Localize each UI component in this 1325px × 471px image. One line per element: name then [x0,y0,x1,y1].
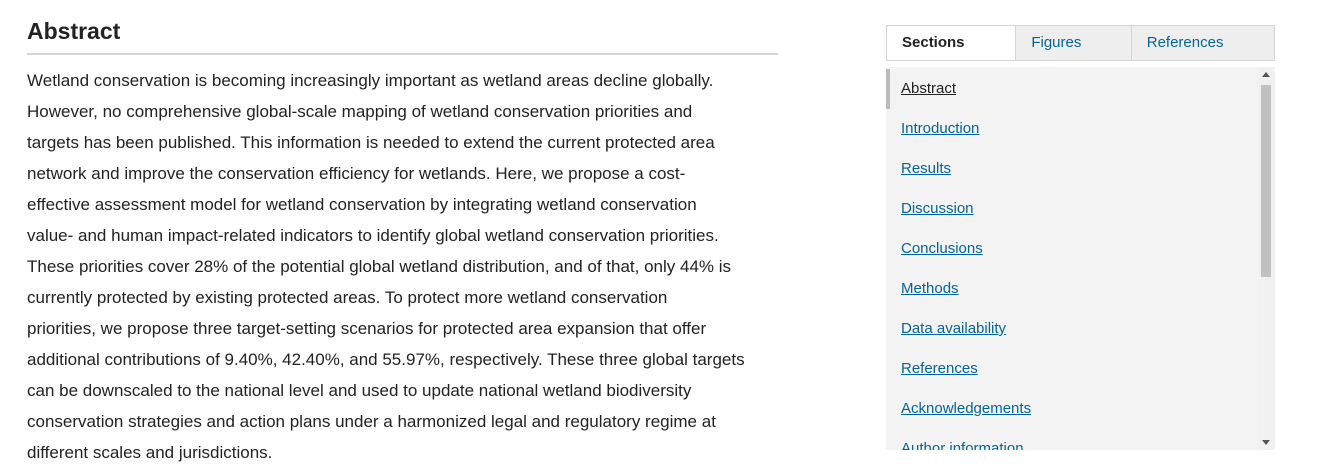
sidebar: Sections Figures References Abstract Introd… [886,25,1275,450]
section-link[interactable]: Introduction [901,120,980,137]
section-link[interactable]: Results [901,160,952,177]
abstract-line: These priorities cover 28% of the potent… [27,257,732,276]
section-link[interactable]: Data availability [901,320,1007,337]
abstract-line: additional contributions of 9.40%, 42.40… [27,350,745,369]
section-link[interactable]: Acknowledgements [901,400,1032,417]
section-link[interactable]: References [901,360,978,377]
section-link[interactable]: Conclusions [901,240,983,257]
abstract-line: network and improve the conservation eff… [27,164,686,183]
abstract-line: effective assessment model for wetland c… [27,195,697,214]
section-link[interactable]: Discussion [901,200,974,217]
section-link[interactable]: Abstract [901,80,957,97]
abstract-body: Wetland conservation is becoming increas… [27,65,778,468]
abstract-line: different scales and jurisdictions. [27,443,273,462]
abstract-line: Wetland conservation is becoming increas… [27,71,714,90]
section-list: Abstract Introduction Results Discussion Con… [886,67,1275,450]
tab[interactable]: Figures [1015,26,1131,60]
abstract-line: targets has been published. This informa… [27,133,715,152]
tab[interactable]: References [1130,26,1274,60]
tab-bar: Sections Figures References [886,25,1275,61]
scroll-down[interactable] [1262,440,1270,445]
scroll-thumb[interactable] [1261,85,1271,277]
section-link[interactable]: Author information [901,440,1024,450]
abstract-line: value- and human impact-related indicato… [27,226,719,245]
abstract-line: conservation strategies and action plans… [27,412,716,431]
abstract-line: However, no comprehensive global-scale m… [27,102,693,121]
tab[interactable]: Sections [887,26,1016,60]
abstract-section: Abstract Wetland conservation is becomin… [27,18,778,468]
abstract-line: can be downscaled to the national level … [27,381,692,400]
abstract-heading: Abstract [27,18,778,55]
scrollbar[interactable] [1259,67,1273,450]
current-marker [886,69,890,109]
abstract-line: priorities, we propose three target-sett… [27,319,707,338]
scroll-up[interactable] [1262,72,1270,77]
section-link[interactable]: Methods [901,280,959,297]
abstract-line: currently protected by existing protecte… [27,288,668,307]
